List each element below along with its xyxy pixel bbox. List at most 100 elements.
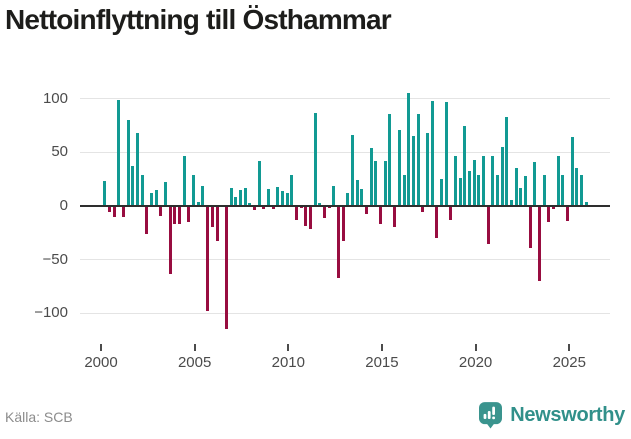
data-bar bbox=[164, 182, 168, 206]
data-bar bbox=[229, 187, 233, 206]
data-bar bbox=[131, 166, 135, 206]
data-bar bbox=[210, 206, 214, 228]
data-bar bbox=[290, 174, 294, 206]
data-bar bbox=[154, 189, 158, 206]
data-bar bbox=[192, 174, 196, 206]
newsworthy-logo[interactable]: Newsworthy bbox=[479, 399, 625, 431]
data-bar bbox=[285, 193, 289, 206]
data-bar bbox=[444, 101, 448, 206]
data-bar bbox=[159, 206, 163, 216]
data-bar bbox=[477, 174, 481, 206]
chart-title: Nettoinflyttning till Östhammar bbox=[5, 4, 392, 35]
data-bar bbox=[351, 135, 355, 206]
data-bar bbox=[425, 133, 429, 206]
data-bar bbox=[505, 116, 509, 206]
data-bar bbox=[374, 160, 378, 206]
data-bar bbox=[112, 206, 116, 217]
data-bar bbox=[187, 206, 191, 223]
x-axis-tick-mark bbox=[100, 344, 102, 351]
data-bar bbox=[528, 206, 532, 248]
data-bar bbox=[547, 206, 551, 223]
data-bar bbox=[318, 202, 322, 206]
data-bar bbox=[538, 206, 542, 282]
data-bar bbox=[463, 125, 467, 206]
data-bar bbox=[215, 206, 219, 242]
data-bar bbox=[238, 189, 242, 206]
data-bar bbox=[243, 187, 247, 206]
data-bar bbox=[337, 206, 341, 278]
data-bar bbox=[411, 136, 415, 206]
data-bar bbox=[304, 206, 308, 227]
y-axis-tick-label: 100 bbox=[42, 89, 68, 107]
data-bar bbox=[402, 174, 406, 206]
data-bar bbox=[467, 170, 471, 206]
x-axis-tick-label: 2015 bbox=[365, 354, 399, 371]
data-bar bbox=[542, 174, 546, 206]
data-bar bbox=[201, 185, 205, 206]
data-bar bbox=[332, 185, 336, 206]
data-bar bbox=[360, 188, 364, 206]
data-bar bbox=[575, 168, 579, 206]
zero-axis-line bbox=[80, 205, 610, 207]
data-bar bbox=[168, 206, 172, 274]
data-bar bbox=[453, 155, 457, 206]
data-bar bbox=[407, 93, 411, 206]
data-bar bbox=[117, 99, 121, 206]
data-bar bbox=[206, 206, 210, 312]
data-bar bbox=[430, 100, 434, 206]
y-axis-tick-label: 50 bbox=[51, 143, 68, 161]
gridline bbox=[80, 312, 610, 314]
data-bar bbox=[383, 160, 387, 206]
data-bar bbox=[552, 206, 556, 210]
data-bar bbox=[294, 206, 298, 220]
data-bar bbox=[519, 187, 523, 206]
data-bar bbox=[276, 186, 280, 206]
data-bar bbox=[341, 206, 345, 242]
x-axis-tick-mark bbox=[287, 344, 290, 351]
y-axis-tick-label: 0 bbox=[59, 197, 68, 214]
data-bar bbox=[299, 206, 303, 209]
data-bar bbox=[491, 155, 495, 206]
data-bar bbox=[355, 180, 359, 206]
data-bar bbox=[173, 206, 177, 225]
data-bar bbox=[435, 206, 439, 239]
data-bar bbox=[416, 113, 420, 206]
data-bar bbox=[369, 148, 373, 206]
speech-bubble-bar-chart-icon bbox=[479, 401, 503, 428]
data-bar bbox=[178, 206, 182, 225]
source-note: Källa: SCB bbox=[5, 409, 73, 425]
data-bar bbox=[481, 155, 485, 206]
data-bar bbox=[262, 206, 266, 210]
data-bar bbox=[421, 206, 425, 213]
data-bar bbox=[566, 206, 570, 222]
data-bar bbox=[248, 202, 252, 206]
data-bar bbox=[346, 193, 350, 206]
data-bar bbox=[182, 155, 186, 206]
data-bar bbox=[486, 206, 490, 244]
x-axis-tick-mark bbox=[474, 344, 477, 351]
gridline bbox=[80, 151, 610, 153]
data-bar bbox=[257, 160, 261, 206]
data-bar bbox=[524, 175, 528, 206]
data-bar bbox=[379, 206, 383, 225]
data-bar bbox=[313, 112, 317, 206]
gridline bbox=[80, 98, 610, 100]
data-bar bbox=[252, 206, 256, 211]
brand-wordmark: Newsworthy bbox=[510, 404, 625, 426]
data-bar bbox=[136, 133, 140, 206]
data-bar bbox=[397, 129, 401, 206]
data-bar bbox=[561, 174, 565, 206]
data-bar bbox=[107, 206, 111, 213]
x-axis-tick-label: 2020 bbox=[458, 354, 493, 371]
bar-chart: 100 50 0 −50 −100 2000 2005 2010 2015 2020 2025 bbox=[0, 85, 631, 380]
data-bar bbox=[472, 159, 476, 206]
data-bar bbox=[533, 162, 537, 206]
data-bar bbox=[439, 179, 443, 206]
data-bar bbox=[266, 188, 270, 206]
data-bar bbox=[126, 120, 130, 206]
data-bar bbox=[514, 168, 518, 206]
data-bar bbox=[103, 181, 107, 206]
data-bar bbox=[280, 190, 284, 206]
data-bar bbox=[556, 155, 560, 206]
